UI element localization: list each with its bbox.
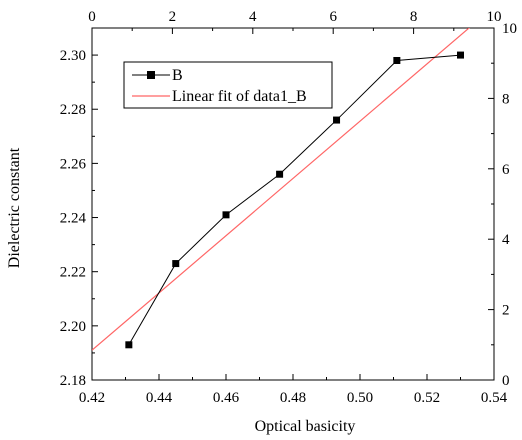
series-b-point (125, 341, 133, 349)
right-tick-label: 6 (502, 162, 510, 178)
x-tick-label: 0.52 (414, 390, 440, 406)
top-axis: 0 2 4 6 8 10 (88, 9, 502, 34)
right-tick-label: 0 (502, 373, 510, 389)
left-axis: 2.18 2.20 2.22 2.24 2.26 2.28 2.30 (60, 27, 98, 389)
y-tick-label: 2.28 (60, 102, 86, 118)
right-tick-label: 8 (502, 91, 510, 107)
legend: B Linear fit of data1_B (123, 61, 333, 109)
legend-box (123, 61, 333, 109)
bottom-axis: 0.42 0.44 0.46 0.48 0.50 0.52 0.54 (79, 374, 508, 406)
series-b-point (222, 211, 230, 219)
top-tick-label: 2 (169, 9, 177, 25)
linear-fit-line (92, 28, 470, 351)
y-axis-title: Dielectric constant (6, 147, 23, 268)
x-tick-label: 0.48 (280, 390, 306, 406)
right-tick-label: 10 (502, 21, 517, 37)
y-tick-label: 2.22 (60, 265, 86, 281)
top-tick-label: 4 (249, 9, 257, 25)
x-tick-label: 0.42 (79, 390, 105, 406)
top-tick-label: 8 (410, 9, 418, 25)
right-tick-label: 2 (502, 303, 510, 319)
series-layer (92, 28, 470, 351)
series-b-point (393, 56, 401, 64)
x-tick-label: 0.50 (347, 390, 373, 406)
x-tick-label: 0.54 (481, 390, 508, 406)
y-tick-label: 2.30 (60, 48, 86, 64)
legend-label-fit: Linear fit of data1_B (172, 88, 307, 105)
x-axis-title: Optical basicity (255, 418, 356, 435)
y-tick-label: 2.18 (60, 373, 86, 389)
series-b-point (457, 51, 464, 59)
series-b-point (276, 170, 284, 178)
y-tick-label: 2.20 (60, 319, 86, 335)
right-axis: 0 2 4 6 8 10 (488, 21, 517, 389)
legend-label-b: B (172, 67, 183, 84)
legend-marker-b (147, 71, 155, 79)
right-tick-label: 4 (502, 232, 510, 248)
y-tick-label: 2.26 (60, 156, 87, 172)
x-tick-label: 0.46 (213, 390, 240, 406)
top-tick-label: 10 (487, 9, 502, 25)
series-b-point (172, 260, 180, 268)
top-tick-label: 6 (329, 9, 337, 25)
top-tick-label: 0 (88, 9, 96, 25)
y-tick-label: 2.24 (60, 211, 87, 227)
x-tick-label: 0.44 (146, 390, 173, 406)
series-b-point (333, 116, 341, 124)
